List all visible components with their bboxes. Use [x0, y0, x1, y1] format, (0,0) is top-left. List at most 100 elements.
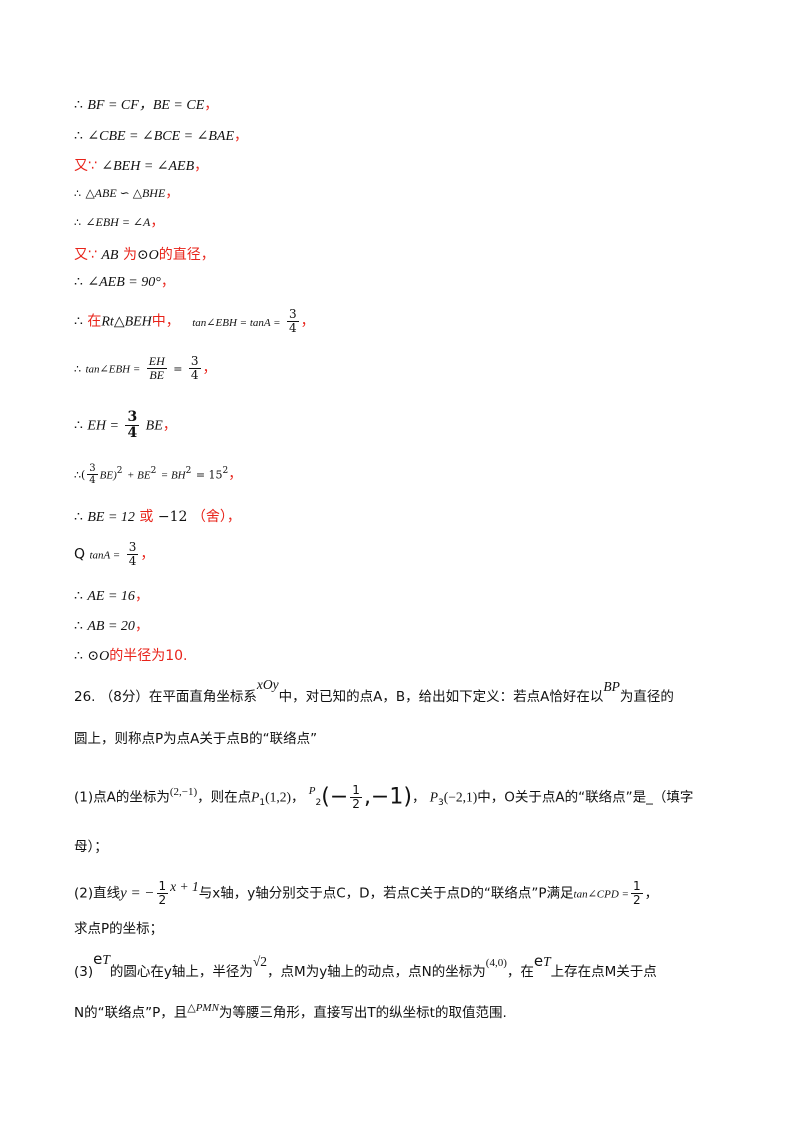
punct: ， [165, 185, 180, 201]
proof-line-9: ∴ tan∠EBH = EH BE = 3 4， [74, 355, 217, 382]
proof-line-14: ∴ AE = 16， [74, 587, 149, 606]
proof-line-7: ∴ ∠AEB = 90°， [74, 273, 175, 292]
exponent: 2 [116, 466, 123, 476]
numerator: 3 [188, 354, 201, 369]
equation: ∠BEH = ∠AEB [101, 159, 195, 174]
circle-glyph: e [533, 952, 544, 970]
proof-line-16: ∴ ⊙O的半径为10. [74, 647, 187, 666]
text: ，则在点 [197, 789, 252, 806]
equation: tan∠EBH = tanA = [192, 316, 281, 329]
punct: ， [140, 546, 155, 563]
punct: ， [134, 618, 149, 634]
therefore-symbol: ∴ [74, 588, 83, 604]
subscript: 3 [438, 798, 444, 809]
equation: x + 1 [170, 878, 199, 894]
text: 为 [122, 247, 137, 263]
numerator: 3 [87, 463, 98, 476]
triangle: Rt△BEH [101, 314, 152, 330]
proof-line-8: ∴ 在Rt△BEH中， tan∠EBH = tanA = 3 4， [74, 308, 315, 335]
equation: + BE [126, 469, 151, 482]
text: ，点M为y轴上的动点，点N的坐标为 [267, 964, 486, 980]
text: 的直径， [158, 247, 215, 263]
equation: △ABE ∽ △BHE [85, 186, 166, 200]
therefore-symbol: ∴ [74, 468, 81, 482]
punct: ， [228, 466, 243, 483]
question-1: (1)点A的坐标为(2,−1)，则在点P1(1,2)， P2(− 1 2 ,−1)， … [74, 784, 693, 812]
equation: y = − [120, 885, 155, 902]
math-xoy: xOy [256, 677, 279, 692]
therefore-symbol: ∴ [74, 362, 81, 376]
problem-number: 26. [74, 689, 96, 705]
punct: ， [134, 588, 149, 604]
numerator: 1 [350, 783, 362, 798]
numerator: 1 [156, 879, 169, 894]
value: −12 [157, 509, 188, 525]
text: (1)点A的坐标为 [74, 789, 170, 806]
denominator: 2 [158, 893, 167, 907]
subscript: 2 [315, 798, 322, 809]
question-2-cont: 求点P的坐标； [74, 920, 163, 938]
paren: (− [321, 784, 349, 810]
therefore-symbol: ∴ [74, 128, 83, 144]
text: 为直径的 [619, 689, 674, 705]
text: 与x轴，y轴分别交于点C，D，若点C关于点D的“联络点”P满足 [198, 885, 574, 902]
punct: ， [300, 313, 315, 330]
equation: = BH [160, 469, 186, 482]
problem-26-statement-2: 圆上，则称点P为点A关于点B的“联络点” [74, 730, 317, 748]
text: (2)直线 [74, 885, 121, 902]
text: 上存在点M关于点 [550, 964, 657, 980]
punct: ， [202, 360, 217, 377]
equation: BE = 12 [87, 510, 135, 525]
therefore-symbol: ∴ [74, 618, 83, 634]
denominator: 4 [128, 554, 137, 568]
text: 母）； [74, 839, 108, 855]
equation: tanA = [89, 549, 121, 562]
therefore-symbol: ∴ [74, 313, 83, 330]
punct: ， [160, 274, 175, 290]
paren: ( [81, 468, 86, 482]
denominator: 2 [352, 797, 360, 811]
exponent: 2 [185, 466, 192, 476]
proof-line-13: Q tanA = 3 4， [74, 541, 154, 568]
proof-line-15: ∴ AB = 20， [74, 617, 149, 636]
proof-line-1: ∴ BF = CF，BE = CE， [74, 96, 218, 115]
because-label: 又∵ [74, 247, 97, 263]
because-label: 又∵ [74, 158, 97, 174]
text: 在 [87, 313, 102, 330]
coord-n: (4,0) [485, 957, 507, 969]
numerator: 3 [126, 540, 139, 555]
point-p3: P [429, 789, 438, 805]
circle-t: T [543, 954, 551, 969]
text: (3) [74, 964, 94, 980]
equation: tan∠EBH = [85, 363, 141, 376]
equation: AB = 20 [87, 619, 135, 634]
therefore-symbol: ∴ [74, 648, 83, 664]
math-bp: BP [603, 679, 620, 694]
text: 为等腰三角形，直接写出T的纵坐标t的取值范围. [218, 1005, 507, 1021]
exponent: 2 [222, 466, 229, 476]
punct: ， [411, 789, 426, 806]
segment-ab: AB [101, 248, 119, 263]
proof-line-5: ∴ ∠EBH = ∠A， [74, 213, 164, 232]
question-1-cont: 母）； [74, 838, 108, 856]
text: N的“联络点”P，且 [74, 1005, 188, 1021]
fraction: EH BE [146, 355, 167, 382]
text: 求点P的坐标； [74, 921, 164, 937]
punct: ， [150, 214, 165, 230]
text: 圆上，则称点P为点A关于点B的“联络点” [74, 731, 318, 747]
text: 的半径为10. [109, 648, 188, 664]
equation: BE) [99, 469, 117, 482]
therefore-symbol: ∴ [74, 509, 83, 525]
punct: ， [204, 97, 219, 113]
coord-p3: (−2,1) [443, 789, 478, 805]
denominator: 4 [289, 321, 297, 335]
equation: ∠AEB = 90° [87, 275, 161, 290]
punct: ， [644, 885, 659, 902]
proof-line-6: 又∵ AB 为⊙O的直径， [74, 246, 215, 265]
coord-a: (2,−1) [169, 785, 198, 798]
